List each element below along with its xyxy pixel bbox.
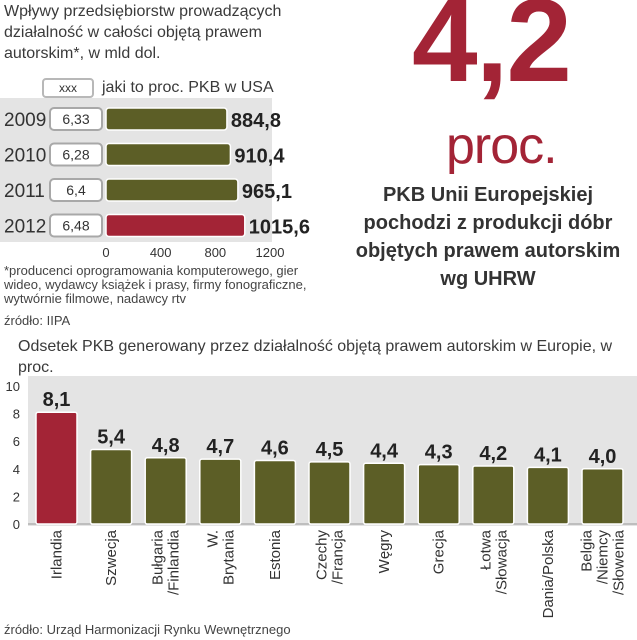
pct-gdp-label: 6,48: [62, 218, 89, 234]
bar: [105, 142, 232, 167]
bar: [105, 178, 239, 202]
category-label-line: Łotwa: [477, 529, 494, 570]
bar: [199, 458, 242, 525]
category-label: Belgia/Niemcy/Słowenia: [579, 529, 628, 595]
category-label-line: /Słowenia: [611, 529, 628, 595]
pct-gdp-box: [49, 213, 103, 238]
bar: [581, 468, 624, 525]
category-label-line: Szwecja: [103, 529, 120, 586]
chart1-title: Wpływy przedsiębiorstw prowadzących dzia…: [4, 3, 282, 62]
y-tick-label: 10: [6, 379, 20, 394]
pct-gdp-label: 6,33: [62, 111, 89, 127]
category-label-line: W.: [204, 530, 221, 548]
chart1-source: źródło: IIPA: [4, 313, 71, 328]
value-label: 4,8: [152, 435, 180, 457]
category-label-line: Grecja: [431, 529, 448, 574]
headline-description: PKB Unii Europejskiej pochodzi z produkc…: [355, 184, 621, 290]
value-label: 4,4: [370, 440, 399, 462]
category-label-line: Belgia: [579, 529, 596, 571]
value-label: 1015,6: [249, 217, 310, 239]
headline-number: 4,2: [412, 0, 572, 107]
category-label-line: Estonia: [267, 529, 284, 580]
pct-gdp-box: [49, 142, 103, 167]
bar: [35, 411, 78, 525]
value-label: 910,4: [234, 146, 285, 168]
value-label: 4,3: [425, 442, 453, 464]
value-label: 884,8: [231, 110, 281, 132]
bar: [144, 457, 187, 525]
y-tick-label: 4: [13, 462, 20, 477]
x-tick-label: 400: [150, 245, 172, 260]
y-tick-label: 6: [13, 434, 20, 449]
chart2-title: Odsetek PKB generowany przez działalność…: [18, 338, 613, 376]
category-label: Dania/Polska: [540, 529, 557, 618]
bar: [472, 465, 515, 525]
y-tick-label: 2: [13, 489, 20, 504]
value-label: 8,1: [43, 389, 71, 411]
pct-gdp-box: [49, 107, 103, 131]
category-label-line: Bułgaria: [150, 529, 167, 585]
pct-gdp-label: 6,28: [62, 147, 89, 163]
value-label: 965,1: [242, 181, 292, 203]
bar: [89, 448, 133, 525]
category-label: Łotwa/Słowacja: [477, 529, 510, 594]
category-label-line: /Francja: [330, 529, 347, 584]
category-label: W. Brytania: [204, 529, 237, 585]
category-label: Czechy/Francja: [314, 529, 347, 584]
chart1-horizontal-bar: 2009 6,33 884,8 2010 6,28 910,4 2011 6,4 965,1 20…: [0, 98, 310, 260]
category-label-line: Czechy: [314, 530, 331, 581]
category-label: Irlandia: [49, 529, 66, 579]
chart1-footnote: *producenci oprogramowania komputerowego…: [4, 263, 307, 306]
pct-gdp-label: 6,4: [66, 182, 86, 198]
category-label: Estonia: [267, 529, 284, 580]
bar: [105, 213, 246, 238]
bar: [417, 463, 460, 525]
bar: [253, 459, 297, 525]
value-label: 4,7: [206, 436, 234, 458]
value-label: 5,4: [97, 426, 126, 448]
category-label: Bułgaria/Finlandia: [150, 529, 183, 595]
legend-text: jaki to proc. PKB w USA: [102, 79, 274, 96]
year-label: 2012: [4, 217, 46, 238]
value-label: 4,6: [261, 438, 289, 460]
category-label-line: Dania/Polska: [540, 529, 557, 618]
value-label: 4,1: [534, 444, 562, 466]
y-tick-label: 0: [13, 517, 20, 532]
year-label: 2010: [4, 146, 46, 167]
chart2-source: źródło: Urząd Harmonizacji Rynku Wewnętr…: [4, 622, 291, 637]
bar: [105, 107, 228, 131]
value-label: 4,0: [589, 446, 617, 468]
year-label: 2009: [4, 110, 46, 131]
legend-pct-box: xxx: [42, 78, 94, 98]
headline-unit: proc.: [446, 117, 558, 175]
year-label: 2011: [4, 181, 45, 202]
category-label: Szwecja: [103, 529, 120, 586]
x-tick-label: 800: [204, 245, 226, 260]
bar: [362, 462, 406, 525]
value-label: 4,5: [316, 439, 344, 461]
category-label-line: /Niemcy: [595, 530, 612, 585]
category-label: Węgry: [376, 530, 393, 574]
bar: [526, 466, 570, 525]
category-label-line: Brytania: [220, 529, 237, 585]
category-label: Grecja: [431, 529, 448, 574]
x-tick-label: 1200: [256, 245, 285, 260]
x-tick-label: 0: [102, 245, 109, 260]
category-label-line: /Słowacja: [493, 529, 510, 594]
y-tick-label: 8: [13, 407, 20, 422]
value-label: 4,2: [479, 443, 507, 465]
category-label-line: Węgry: [376, 530, 393, 574]
category-label-line: /Finlandia: [166, 529, 183, 595]
pct-gdp-box: [49, 178, 103, 202]
bar: [308, 461, 351, 525]
category-label-line: Irlandia: [49, 529, 66, 579]
